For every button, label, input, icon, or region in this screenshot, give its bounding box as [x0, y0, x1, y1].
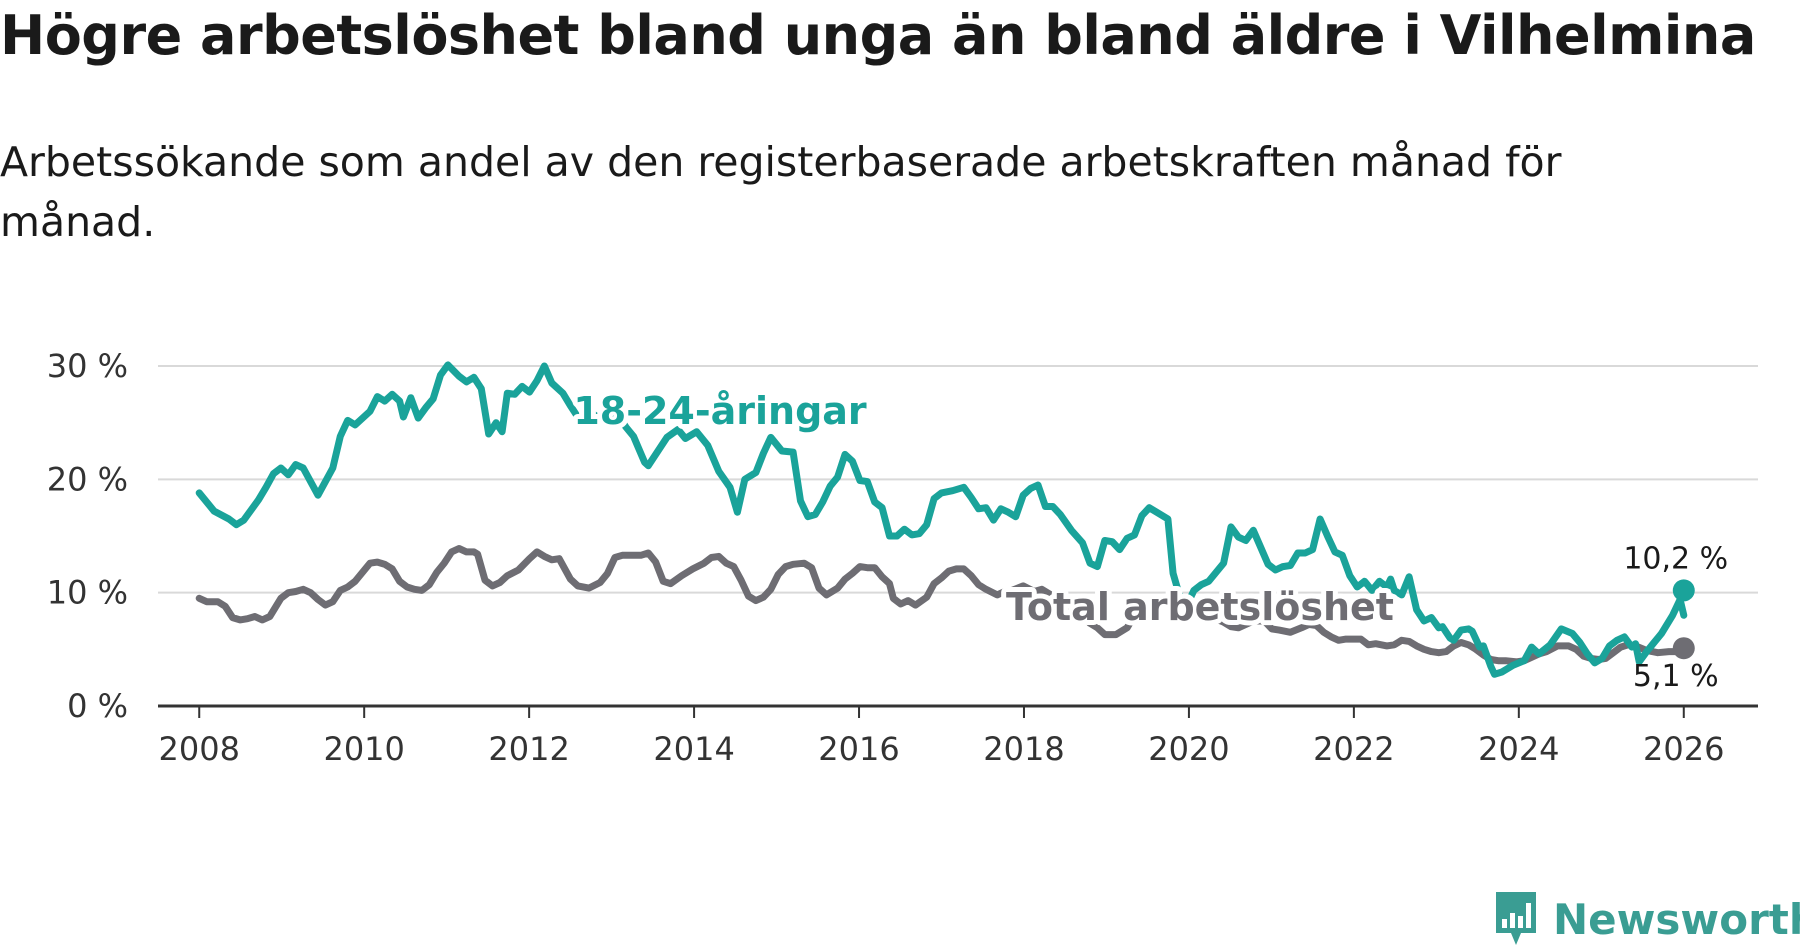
brand-name: Newsworthy	[1553, 894, 1800, 944]
x-tick-label: 2016	[818, 730, 899, 768]
y-tick-label: 30 %	[47, 347, 128, 385]
axes: 0 % 10 % 20 % 30 % 2008 2010 2012 2014 2016 2018 2…	[47, 347, 1758, 768]
series-label-total: Total arbetslöshet	[1006, 585, 1394, 629]
series-lines	[195, 361, 1695, 678]
series-line-youth	[195, 361, 1688, 678]
labels: 5,1 % Total arbetslöshet 10,2 % 18-24-åring…	[568, 384, 1728, 694]
x-tick-label: 2024	[1478, 730, 1559, 768]
end-point-youth	[1672, 579, 1695, 602]
x-tick-label: 2018	[983, 730, 1064, 768]
x-tick-label: 2014	[653, 730, 734, 768]
chart-subtitle: Arbetssökande som andel av den registerb…	[0, 138, 1562, 246]
end-value-label-total: 5,1 %	[1633, 659, 1719, 694]
x-tick-label: 2012	[488, 730, 569, 768]
end-value-label-youth: 10,2 %	[1623, 541, 1728, 576]
y-tick-label: 10 %	[47, 574, 128, 612]
x-tick-label: 2026	[1643, 730, 1724, 768]
chart-title: Högre arbetslöshet bland unga än bland ä…	[0, 4, 1756, 67]
x-tick-label: 2008	[159, 730, 240, 768]
end-point-total	[1672, 637, 1695, 660]
x-tick-label: 2010	[323, 730, 404, 768]
y-tick-label: 0 %	[67, 687, 128, 725]
x-tick-label: 2020	[1148, 730, 1229, 768]
series-label-youth: 18-24-åringar	[573, 389, 867, 433]
newsworthy-logo-icon	[1496, 892, 1536, 945]
x-tick-label: 2022	[1313, 730, 1394, 768]
series-line-total	[195, 545, 1688, 666]
y-tick-label: 20 %	[47, 460, 128, 498]
newsworthy-brand: Newsworthy	[1493, 888, 1800, 950]
